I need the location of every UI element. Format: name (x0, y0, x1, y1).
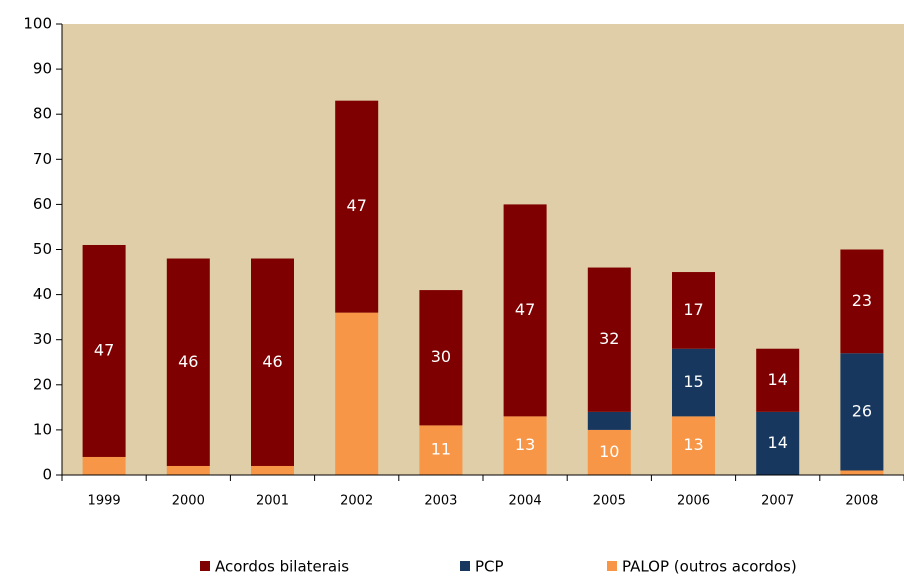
y-tick-label: 20 (33, 375, 52, 393)
x-tick-label: 2005 (593, 494, 626, 509)
legend-label: PCP (475, 558, 504, 576)
legend-label: PALOP (outros acordos) (622, 558, 797, 576)
y-tick-label: 10 (33, 420, 52, 438)
bar-segment (503, 416, 547, 475)
x-tick-label: 2001 (256, 494, 289, 509)
value-label: 46 (178, 352, 198, 371)
value-label: 17 (683, 300, 703, 319)
bar-segment (335, 312, 379, 475)
x-tick-label: 2008 (845, 494, 878, 509)
legend-swatch (460, 561, 470, 571)
x-tick-label: 2002 (340, 494, 373, 509)
y-tick-label: 40 (33, 285, 52, 303)
x-tick-label: 2000 (172, 494, 205, 509)
bar-segment (756, 411, 800, 475)
bar-segment (587, 411, 631, 430)
value-label: 23 (852, 291, 872, 310)
value-label: 14 (768, 433, 788, 452)
bar-segment (82, 456, 126, 475)
value-label: 11 (431, 440, 451, 459)
bar-segment (166, 465, 210, 475)
value-label: 47 (347, 196, 367, 215)
value-label: 13 (683, 435, 703, 454)
value-label: 13 (515, 435, 535, 454)
bar-segment (840, 470, 884, 475)
bar-segment (419, 290, 463, 426)
x-tick-label: 2006 (677, 494, 710, 509)
x-tick-label: 2004 (509, 494, 542, 509)
bar-segment (587, 267, 631, 412)
value-label: 10 (599, 442, 619, 461)
y-tick-label: 60 (33, 195, 52, 213)
value-label: 30 (431, 347, 451, 366)
value-label: 15 (683, 372, 703, 391)
y-tick-label: 0 (42, 466, 52, 484)
bar-segment (756, 348, 800, 412)
value-label: 32 (599, 329, 619, 348)
bar-segment (419, 425, 463, 475)
value-label: 47 (515, 300, 535, 319)
bar-segment (840, 353, 884, 471)
bar-segment (251, 258, 294, 466)
bar-segment (672, 272, 715, 349)
bar-segment (251, 465, 294, 475)
y-tick-label: 70 (33, 150, 52, 168)
bar-segment (672, 348, 715, 417)
x-tick-label: 1999 (88, 494, 121, 509)
y-tick-label: 90 (33, 60, 52, 78)
value-label: 26 (852, 401, 872, 420)
value-label: 14 (768, 370, 788, 389)
x-tick-label: 2003 (424, 494, 457, 509)
bar-segment (587, 429, 631, 475)
bar-segment (166, 258, 210, 466)
bar-segment (503, 204, 547, 417)
bar-segment (840, 249, 884, 354)
legend-label: Acordos bilaterais (215, 558, 349, 576)
y-tick-label: 80 (33, 105, 52, 123)
y-tick-label: 50 (33, 240, 52, 258)
legend-swatch (607, 561, 617, 571)
bar-segment (335, 100, 379, 313)
bar-segment (82, 244, 126, 457)
legend-swatch (200, 561, 210, 571)
bar-segment (672, 416, 715, 475)
x-tick-label: 2007 (761, 494, 794, 509)
y-tick-label: 100 (23, 15, 52, 33)
y-tick-label: 30 (33, 330, 52, 348)
value-label: 47 (94, 340, 114, 359)
value-label: 46 (262, 352, 282, 371)
